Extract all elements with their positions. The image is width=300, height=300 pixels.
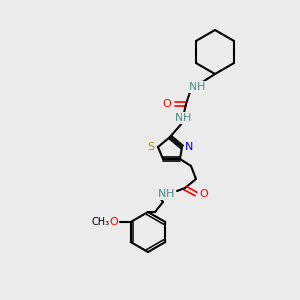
Text: O: O bbox=[109, 217, 118, 227]
Text: H: H bbox=[166, 189, 174, 199]
Text: O: O bbox=[163, 99, 171, 109]
Text: N: N bbox=[158, 189, 166, 199]
Text: N: N bbox=[175, 113, 183, 123]
Text: S: S bbox=[147, 142, 155, 152]
Text: O: O bbox=[200, 189, 208, 199]
Text: CH₃: CH₃ bbox=[92, 217, 110, 227]
Text: N: N bbox=[185, 142, 193, 152]
Text: N: N bbox=[189, 82, 197, 92]
Text: H: H bbox=[183, 113, 191, 123]
Text: H: H bbox=[197, 82, 205, 92]
